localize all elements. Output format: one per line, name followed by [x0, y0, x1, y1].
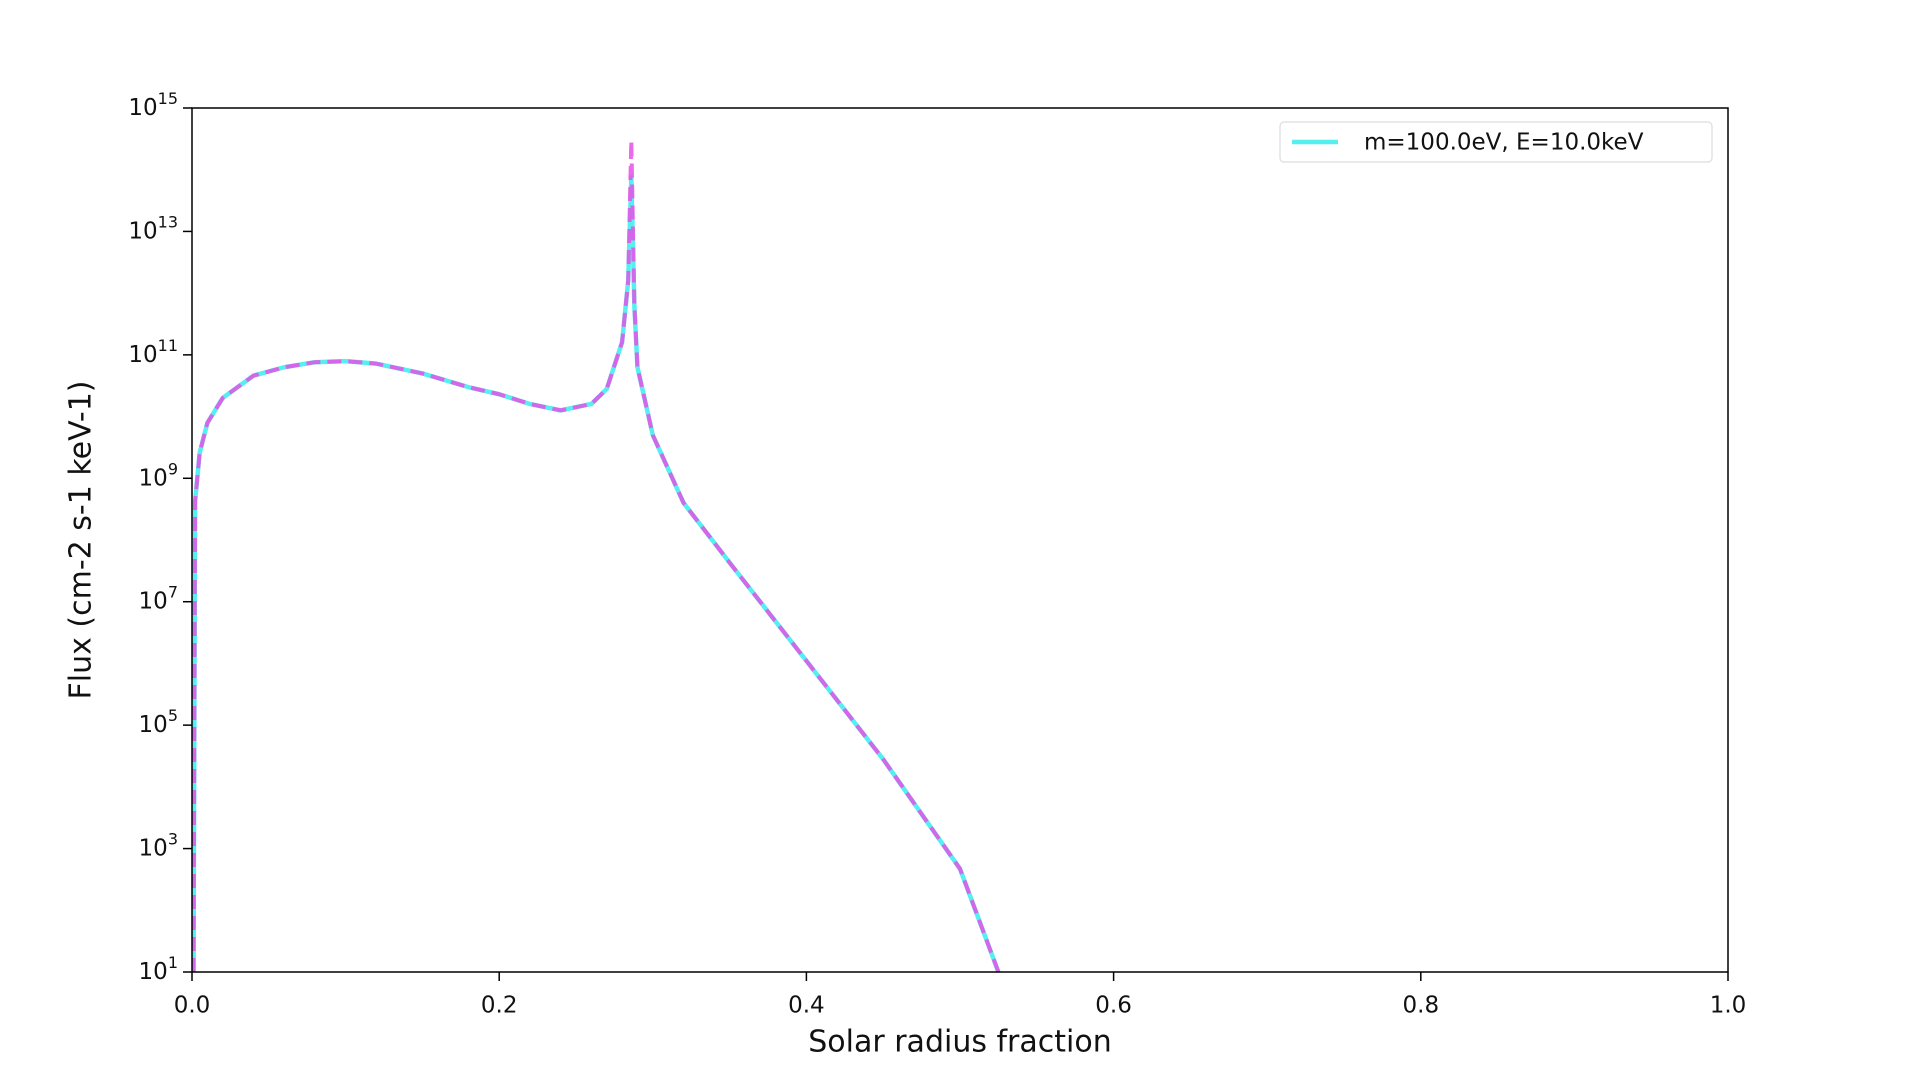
plot-frame: [191, 107, 1729, 973]
x-axis-label: Solar radius fraction: [808, 1025, 1112, 1060]
x-tick-label: 0.0: [174, 993, 211, 1019]
series-line: [192, 174, 1001, 973]
y-tick-exponent: 1: [168, 953, 178, 972]
plot-area: [192, 138, 1001, 973]
y-tick-base: 10: [139, 835, 168, 861]
y-tick-base: 10: [139, 465, 168, 491]
y-tick-exponent: 9: [168, 459, 178, 478]
y-tick-exponent: 3: [168, 829, 178, 848]
y-tick-exponent: 5: [168, 706, 178, 725]
y-tick-label: 103: [139, 829, 178, 861]
y-tick-exponent: 13: [158, 212, 178, 231]
y-tick-exponent: 7: [168, 582, 178, 601]
x-tick-label: 0.8: [1403, 993, 1440, 1019]
y-tick-exponent: 15: [158, 89, 178, 108]
x-tick-label: 1.0: [1710, 993, 1747, 1019]
y-axis-label: Flux (cm-2 s-1 keV-1): [64, 381, 99, 700]
y-tick-label: 109: [139, 459, 178, 491]
y-tick-base: 10: [128, 341, 157, 367]
y-tick-label: 105: [139, 706, 178, 738]
y-tick-label: 1015: [128, 89, 178, 121]
y-tick-label: 101: [139, 953, 178, 985]
y-tick-base: 10: [139, 588, 168, 614]
series-line: [192, 138, 1001, 973]
y-tick-label: 1013: [128, 212, 178, 244]
y-tick-label: 1011: [128, 335, 178, 367]
x-tick-label: 0.2: [481, 993, 518, 1019]
legend-label: m=100.0eV, E=10.0keV: [1364, 130, 1644, 156]
y-tick-base: 10: [139, 712, 168, 738]
y-tick-exponent: 11: [158, 335, 178, 354]
y-tick-base: 10: [139, 959, 168, 985]
y-tick-label: 107: [139, 582, 178, 614]
x-tick-label: 0.6: [1095, 993, 1132, 1019]
y-tick-base: 10: [128, 95, 157, 121]
legend-box: [1279, 121, 1713, 163]
x-tick-label: 0.4: [788, 993, 825, 1019]
y-tick-base: 10: [128, 218, 157, 244]
